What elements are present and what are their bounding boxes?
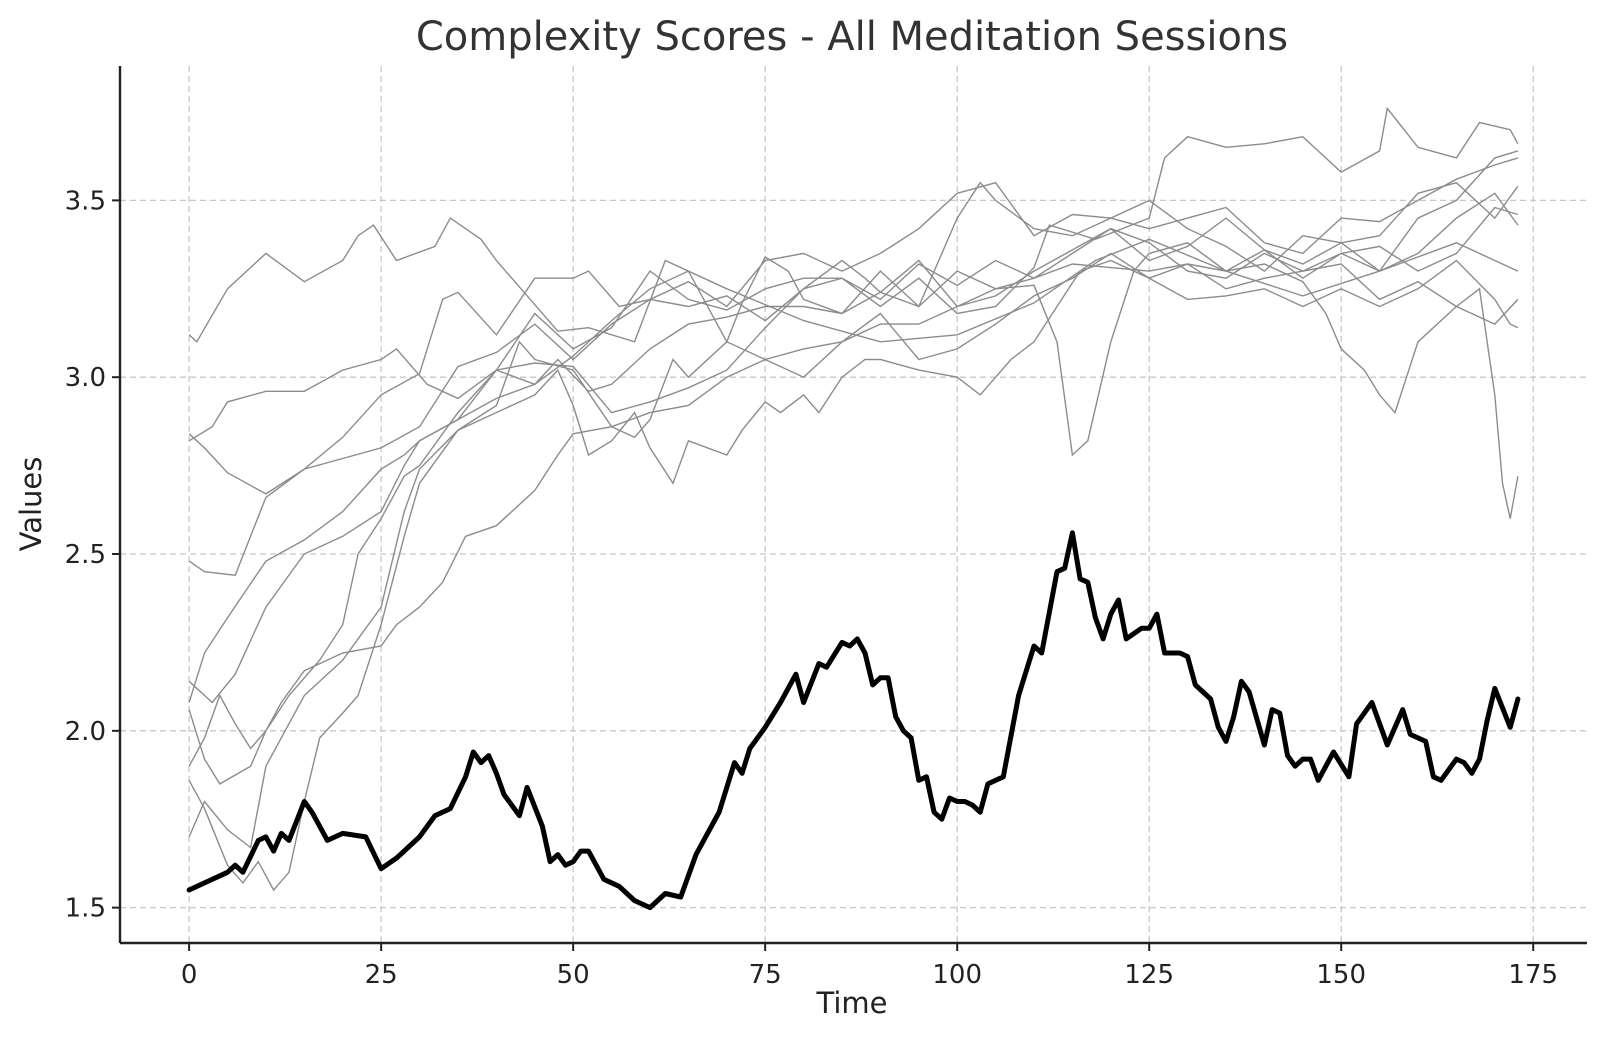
series-line-2 — [188, 106, 1519, 442]
series-line-5 — [188, 150, 1519, 704]
highlight-series-line — [186, 530, 1521, 911]
ticks: 0 25 50 75 100 125 150 175 1.5 2.0 2.5 3.0 3.5 — [65, 186, 1558, 990]
x-tick-label: 50 — [557, 960, 590, 990]
series-line-10 — [188, 259, 1519, 849]
x-tick-label: 150 — [1316, 960, 1366, 990]
series-line-7 — [188, 242, 1519, 785]
y-tick-label: 2.0 — [65, 717, 106, 747]
y-tick-label: 3.0 — [65, 363, 106, 393]
x-axis-label: Time — [816, 986, 888, 1020]
x-tick-label: 175 — [1508, 960, 1558, 990]
series-line-3 — [188, 181, 1519, 495]
y-tick-label: 2.5 — [65, 540, 106, 570]
highlight-series-group — [186, 530, 1521, 911]
x-tick-label: 125 — [1124, 960, 1174, 990]
series-line-9 — [188, 206, 1519, 892]
x-tick-label: 0 — [181, 960, 198, 990]
grid — [120, 66, 1587, 943]
y-tick-label: 3.5 — [65, 186, 106, 216]
chart-title: Complexity Scores - All Meditation Sessi… — [416, 14, 1288, 60]
series-line-6 — [188, 192, 1519, 703]
series-line-1 — [188, 217, 1519, 343]
series-line-8 — [188, 227, 1519, 767]
series-line-4 — [188, 157, 1519, 576]
y-tick-label: 1.5 — [65, 894, 106, 924]
axes — [118, 66, 1587, 945]
x-tick-label: 100 — [932, 960, 982, 990]
background-series-group — [188, 106, 1519, 892]
x-tick-label: 75 — [749, 960, 782, 990]
x-tick-label: 25 — [365, 960, 398, 990]
y-axis-label: Values — [14, 457, 48, 552]
